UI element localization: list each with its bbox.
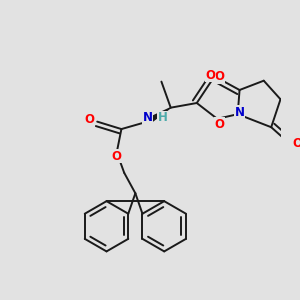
Text: N: N <box>142 111 152 124</box>
Text: O: O <box>292 137 300 151</box>
Text: O: O <box>214 70 224 83</box>
Text: N: N <box>235 106 244 119</box>
Text: O: O <box>112 149 122 163</box>
Text: O: O <box>214 118 224 131</box>
Text: O: O <box>85 113 95 126</box>
Text: O: O <box>206 69 216 82</box>
Text: H: H <box>158 111 167 124</box>
Polygon shape <box>146 108 171 124</box>
